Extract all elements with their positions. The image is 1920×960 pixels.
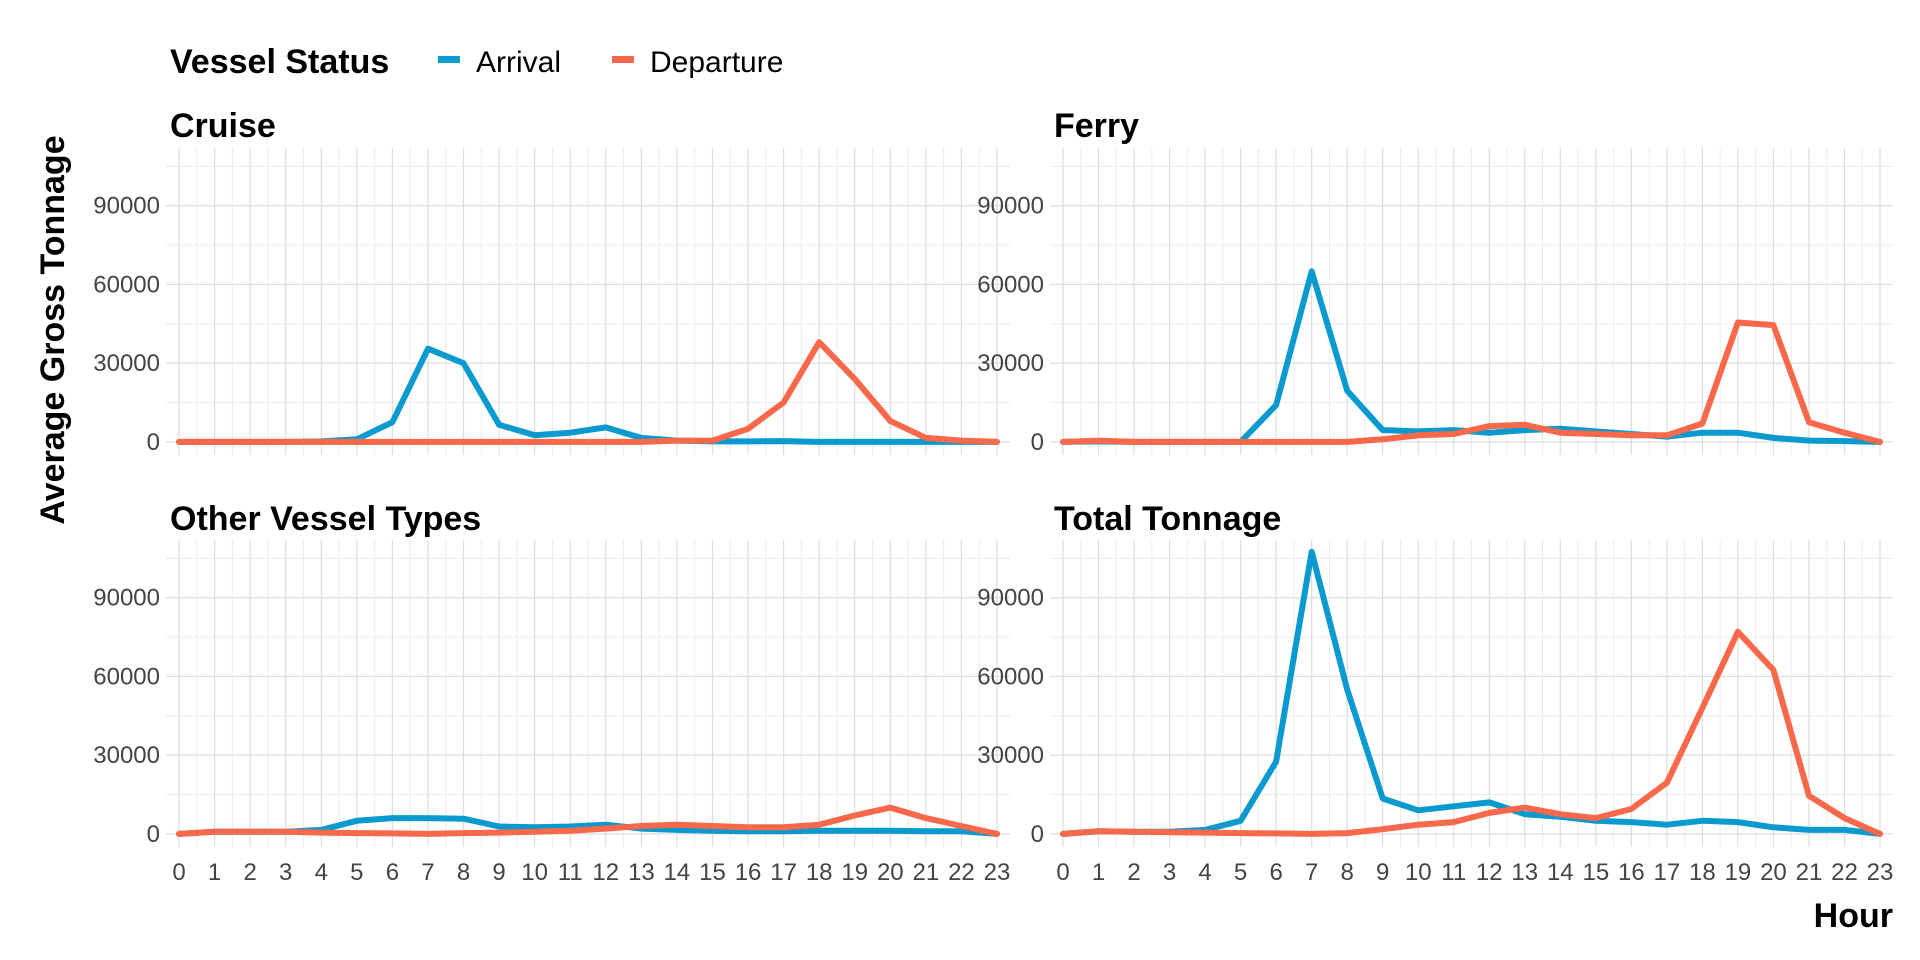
y-tick-label: 0	[147, 821, 160, 848]
x-tick-label: 12	[592, 859, 619, 886]
x-tick-label: 21	[913, 859, 940, 886]
series-line-departure	[176, 339, 1000, 445]
series-line-departure	[1060, 628, 1883, 837]
series-line-departure	[1060, 319, 1883, 445]
y-tick-label: 60000	[93, 663, 160, 690]
legend-label-arrival: Arrival	[476, 46, 561, 79]
x-tick-label: 22	[1831, 859, 1858, 886]
x-tick-label: 8	[457, 859, 470, 886]
x-tick-label: 0	[1056, 859, 1069, 886]
x-tick-label: 16	[735, 859, 762, 886]
x-tick-label: 10	[1405, 859, 1432, 886]
x-tick-label: 2	[1127, 859, 1140, 886]
x-tick-label: 2	[243, 859, 256, 886]
panel-cruise: 0 30000 60000 90000 Cruise	[93, 107, 1010, 456]
panel-title: Total Tonnage	[1054, 500, 1281, 538]
x-tick-label: 1	[1092, 859, 1105, 886]
x-tick-label: 6	[1269, 859, 1282, 886]
x-tick-label: 4	[1198, 859, 1211, 886]
x-tick-label: 18	[806, 859, 833, 886]
panel-title: Ferry	[1054, 107, 1139, 145]
y-tick-label: 90000	[93, 193, 160, 220]
y-tick-label: 30000	[977, 742, 1044, 769]
legend-swatch-departure	[612, 56, 634, 63]
x-tick-label: 8	[1340, 859, 1353, 886]
panel-title: Cruise	[170, 107, 276, 145]
x-tick-label: 16	[1618, 859, 1645, 886]
y-tick-label: 60000	[93, 271, 160, 298]
x-tick-label: 1	[208, 859, 221, 886]
x-tick-label: 14	[664, 859, 691, 886]
x-tick-label: 12	[1476, 859, 1503, 886]
x-tick-label: 13	[1511, 859, 1538, 886]
panel-title: Other Vessel Types	[170, 500, 481, 538]
x-tick-label: 18	[1689, 859, 1716, 886]
legend: Vessel Status Arrival Departure	[170, 43, 783, 81]
x-tick-label: 19	[1725, 859, 1752, 886]
x-tick-label: 20	[1760, 859, 1787, 886]
x-tick-label: 7	[1305, 859, 1318, 886]
x-tick-label: 0	[172, 859, 185, 886]
x-tick-label: 17	[770, 859, 797, 886]
y-tick-label: 90000	[977, 193, 1044, 220]
x-tick-label: 11	[558, 859, 583, 886]
x-tick-label: 3	[279, 859, 292, 886]
x-tick-label: 5	[350, 859, 363, 886]
x-tick-label: 23	[1867, 859, 1894, 886]
x-tick-label: 3	[1163, 859, 1176, 886]
x-tick-label: 23	[984, 859, 1011, 886]
panel-ferry: 0 30000 60000 90000 Ferry	[977, 107, 1893, 456]
x-axis-title: Hour	[1814, 897, 1893, 935]
y-tick-label: 30000	[93, 742, 160, 769]
y-tick-label: 0	[1031, 821, 1044, 848]
x-tick-label: 6	[386, 859, 399, 886]
x-tick-label: 7	[421, 859, 434, 886]
x-tick-label: 15	[699, 859, 726, 886]
y-tick-label: 0	[1031, 429, 1044, 456]
y-tick-label: 60000	[977, 271, 1044, 298]
x-tick-label: 15	[1582, 859, 1609, 886]
y-tick-label: 0	[147, 429, 160, 456]
x-tick-label: 19	[841, 859, 868, 886]
x-tick-label: 14	[1547, 859, 1574, 886]
panels: 0300006000090000Cruise0300006000090000Fe…	[93, 107, 1893, 886]
y-tick-label: 30000	[977, 350, 1044, 377]
y-tick-label: 30000	[93, 350, 160, 377]
x-tick-label: 21	[1796, 859, 1823, 886]
y-tick-label: 90000	[977, 585, 1044, 612]
x-tick-label: 5	[1234, 859, 1247, 886]
x-tick-label: 9	[492, 859, 505, 886]
x-tick-label: 13	[628, 859, 655, 886]
y-tick-label: 90000	[93, 585, 160, 612]
legend-title: Vessel Status	[170, 43, 389, 81]
x-tick-label: 22	[948, 859, 975, 886]
legend-label-departure: Departure	[650, 46, 783, 79]
x-tick-label: 20	[877, 859, 904, 886]
x-tick-label: 11	[1441, 859, 1466, 886]
x-tick-label: 10	[521, 859, 548, 886]
y-axis-title: Average Gross Tonnage	[34, 135, 72, 524]
x-tick-label: 4	[315, 859, 328, 886]
x-tick-label: 17	[1654, 859, 1681, 886]
x-tick-label: 9	[1376, 859, 1389, 886]
legend-swatch-arrival	[438, 56, 460, 63]
y-tick-label: 60000	[977, 663, 1044, 690]
series-line-departure	[176, 804, 1000, 837]
